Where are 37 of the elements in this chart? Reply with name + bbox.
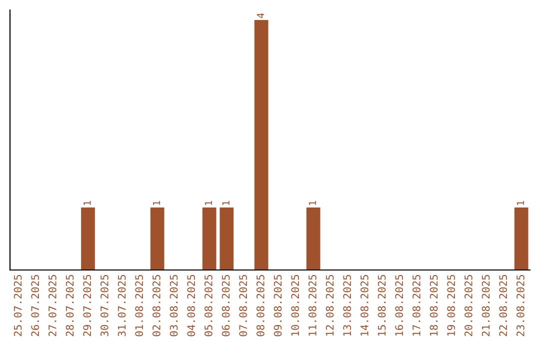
- x-tick-label: 09.08.2025: [274, 275, 282, 336]
- x-tick-label: 04.08.2025: [187, 275, 196, 336]
- x-tick-label: 22.08.2025: [499, 275, 508, 336]
- x-tick-label: 26.07.2025: [31, 275, 40, 336]
- data-label: 1: [308, 200, 316, 205]
- x-tick-label: 18.08.2025: [430, 275, 438, 336]
- x-tick-label: 05.08.2025: [204, 275, 212, 336]
- x-tick-label: 12.08.2025: [326, 275, 334, 336]
- data-label: 4: [256, 13, 264, 18]
- data-label: 1: [516, 200, 524, 205]
- x-tick-label: 14.08.2025: [360, 275, 368, 336]
- x-tick-label: 02.08.2025: [152, 275, 160, 336]
- x-tick-label: 10.08.2025: [291, 275, 300, 336]
- x-tick-label: 25.07.2025: [14, 275, 22, 336]
- x-tick-label: 27.07.2025: [48, 275, 56, 336]
- x-tick-label: 13.08.2025: [343, 275, 352, 336]
- x-tick-label: 21.08.2025: [482, 275, 490, 336]
- data-label: 1: [84, 200, 91, 205]
- data-label: 1: [222, 200, 230, 205]
- x-tick-label: 29.07.2025: [83, 275, 92, 336]
- x-tick-label: 03.08.2025: [170, 275, 178, 336]
- data-label: 1: [152, 200, 160, 205]
- x-tick-label: 23.08.2025: [516, 275, 524, 336]
- x-tick-label: 28.07.2025: [66, 275, 74, 336]
- x-tick-label: 06.08.2025: [222, 275, 230, 336]
- x-tick-label: 19.08.2025: [447, 275, 456, 336]
- x-tick-label: 08.08.2025: [256, 275, 264, 336]
- x-tick-label: 20.08.2025: [464, 275, 472, 336]
- data-label: 1: [204, 200, 212, 205]
- x-tick-label: 15.08.2025: [378, 275, 386, 336]
- x-tick-label: 01.08.2025: [135, 275, 144, 336]
- x-tick-label: 17.08.2025: [412, 275, 420, 336]
- x-tick-label: 30.07.2025: [100, 275, 108, 336]
- x-tick-label: 11.08.2025: [308, 275, 316, 336]
- x-tick-label: 07.08.2025: [239, 275, 248, 336]
- x-tick-label: 31.07.2025: [118, 275, 126, 336]
- x-tick-label: 16.08.2025: [395, 275, 404, 336]
